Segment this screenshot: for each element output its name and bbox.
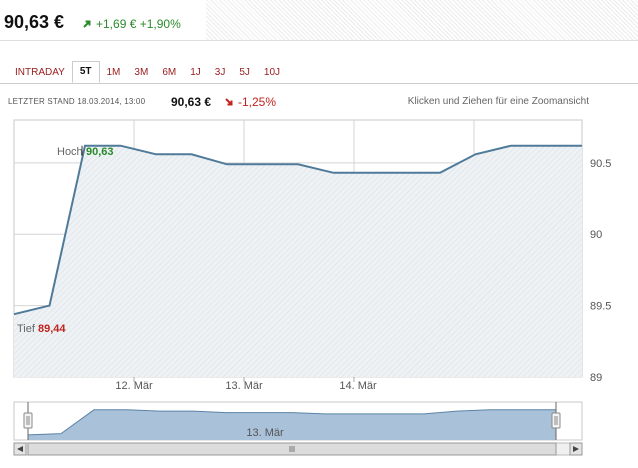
arrow-down-right-icon xyxy=(225,98,233,106)
y-tick-label: 90.5 xyxy=(590,158,611,170)
last-price: 90,63 € xyxy=(171,95,212,109)
tab-1m[interactable]: 1M xyxy=(106,67,121,78)
navigator[interactable]: 13. Mär xyxy=(13,401,583,456)
price-chart[interactable]: 89 89.5 90 90.5 12. Mär 13. Mär 14. Mär Hoch 9… xyxy=(0,110,638,468)
tab-5j[interactable]: 5J xyxy=(239,67,250,78)
divider xyxy=(0,40,638,41)
drag-handle-icon[interactable] xyxy=(551,412,561,429)
current-price: 90,63 € xyxy=(4,12,65,32)
x-tick-label: 13. Mär xyxy=(225,380,263,392)
price-line xyxy=(13,144,582,316)
last-change: -1,25% xyxy=(224,95,276,109)
period-tabs: INTRADAY 5T 1M 3M 6M 1J 3J 5J 10J xyxy=(8,61,287,83)
y-axis: 89 89.5 90 90.5 xyxy=(590,158,611,384)
last-change-text: -1,25% xyxy=(238,95,277,109)
tab-intraday[interactable]: INTRADAY xyxy=(15,67,65,78)
zoom-hint: Klicken und Ziehen für eine Zoomansicht xyxy=(407,96,589,107)
low-label: Tief xyxy=(17,323,36,335)
y-tick-label: 89.5 xyxy=(590,301,611,313)
price-change: +1,69 € +1,90% xyxy=(82,17,181,31)
high-label: Hoch xyxy=(57,146,83,158)
price-area xyxy=(14,145,582,377)
low-value: 89,44 xyxy=(38,323,66,335)
y-tick-label: 89 xyxy=(590,372,602,384)
arrow-right-glyph xyxy=(573,446,579,452)
navigator-line xyxy=(27,409,556,436)
tab-6m[interactable]: 6M xyxy=(162,67,177,78)
drag-handle-icon[interactable] xyxy=(23,412,33,429)
tabs-divider xyxy=(0,83,638,84)
arrow-left-glyph xyxy=(17,446,23,452)
last-update: LETZTER STAND 18.03.2014, 13:00 xyxy=(8,97,146,106)
price-change-text: +1,69 € +1,90% xyxy=(96,17,181,31)
tab-3j[interactable]: 3J xyxy=(214,67,226,78)
tab-5t[interactable]: 5T xyxy=(71,61,100,83)
tab-1j[interactable]: 1J xyxy=(190,67,201,78)
x-tick-label: 14. Mär xyxy=(339,380,377,392)
arrow-up-right-icon xyxy=(83,20,91,28)
high-value: 90,63 xyxy=(86,146,114,158)
tab-10j[interactable]: 10J xyxy=(263,67,281,78)
x-axis: 12. Mär 13. Mär 14. Mär xyxy=(115,377,377,392)
header-price-area xyxy=(0,0,206,40)
navigator-label: 13. Mär xyxy=(246,427,284,439)
tab-3m[interactable]: 3M xyxy=(134,67,149,78)
navigator-area xyxy=(28,409,556,440)
high-low-markers: Hoch 90,63 Tief 89,44 xyxy=(17,145,114,335)
x-tick-label: 12. Mär xyxy=(115,380,153,392)
y-tick-label: 90 xyxy=(590,229,602,241)
